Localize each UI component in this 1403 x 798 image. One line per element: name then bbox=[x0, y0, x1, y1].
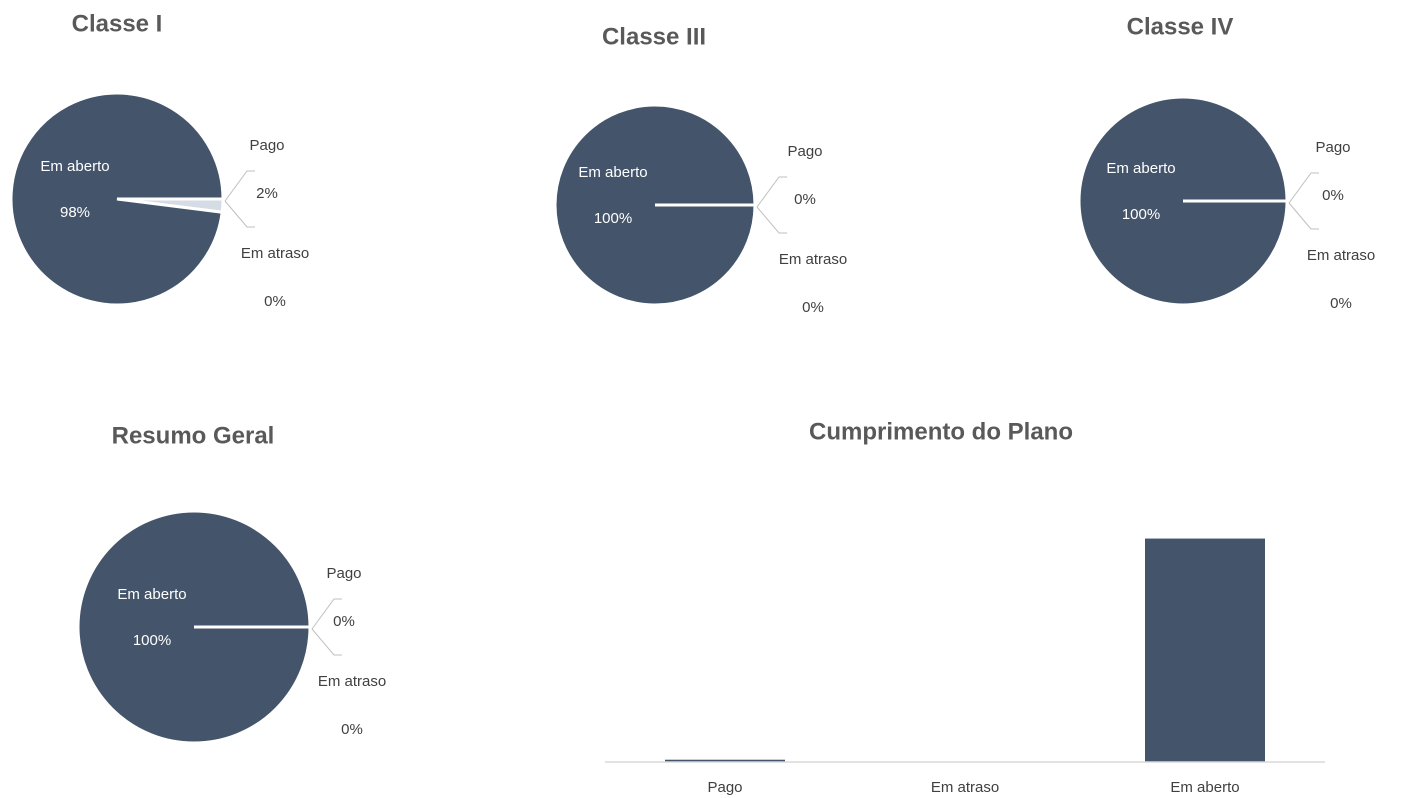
leader-line bbox=[1288, 202, 1319, 230]
data-label-value: 2% bbox=[256, 185, 278, 202]
data-label-name: Pago bbox=[249, 137, 284, 154]
data-label-value: 0% bbox=[1322, 187, 1344, 204]
data-label-value: 0% bbox=[333, 613, 355, 630]
bar bbox=[1145, 538, 1265, 762]
bar bbox=[665, 759, 785, 762]
data-label-value: 0% bbox=[341, 721, 363, 738]
data-label-value: 0% bbox=[264, 293, 286, 310]
leader-line bbox=[224, 170, 255, 202]
data-label-name: Em atraso bbox=[1307, 247, 1375, 264]
data-label-name: Em atraso bbox=[779, 251, 847, 268]
data-label-value: 0% bbox=[1330, 295, 1352, 312]
leader-line bbox=[311, 598, 342, 630]
x-tick-label: Em atraso bbox=[931, 779, 999, 796]
data-label-name: Em aberto bbox=[578, 164, 647, 181]
leader-line bbox=[756, 206, 787, 234]
leader-line bbox=[224, 200, 255, 228]
data-label-name: Pago bbox=[787, 143, 822, 160]
data-label-name: Em aberto bbox=[40, 158, 109, 175]
data-label-name: Em aberto bbox=[1106, 160, 1175, 177]
data-label-value: 0% bbox=[802, 299, 824, 316]
chart-title: Resumo Geral bbox=[112, 422, 275, 449]
data-label-name: Em atraso bbox=[241, 245, 309, 262]
pie-slice bbox=[76, 509, 312, 745]
leader-line bbox=[1288, 172, 1319, 204]
data-label-value: 100% bbox=[594, 210, 632, 227]
data-label-value: 100% bbox=[133, 632, 171, 649]
data-label-name: Em atraso bbox=[318, 673, 386, 690]
x-tick-label: Pago bbox=[707, 779, 742, 796]
chart-title: Classe III bbox=[602, 23, 706, 50]
chart-title: Cumprimento do Plano bbox=[809, 418, 1073, 445]
data-label-name: Pago bbox=[1315, 139, 1350, 156]
pie-slice bbox=[553, 103, 757, 307]
pie-slice bbox=[9, 91, 225, 307]
leader-line bbox=[311, 628, 342, 656]
chart-title: Classe IV bbox=[1127, 13, 1234, 40]
data-label-name: Em aberto bbox=[117, 586, 186, 603]
data-label-name: Pago bbox=[326, 565, 361, 582]
data-label-value: 0% bbox=[794, 191, 816, 208]
data-label-value: 98% bbox=[60, 204, 90, 221]
leader-line bbox=[756, 176, 787, 208]
x-tick-label: Em aberto bbox=[1170, 779, 1239, 796]
pie-slice bbox=[1077, 95, 1289, 307]
data-label-value: 100% bbox=[1122, 206, 1160, 223]
chart-title: Classe I bbox=[72, 10, 163, 37]
